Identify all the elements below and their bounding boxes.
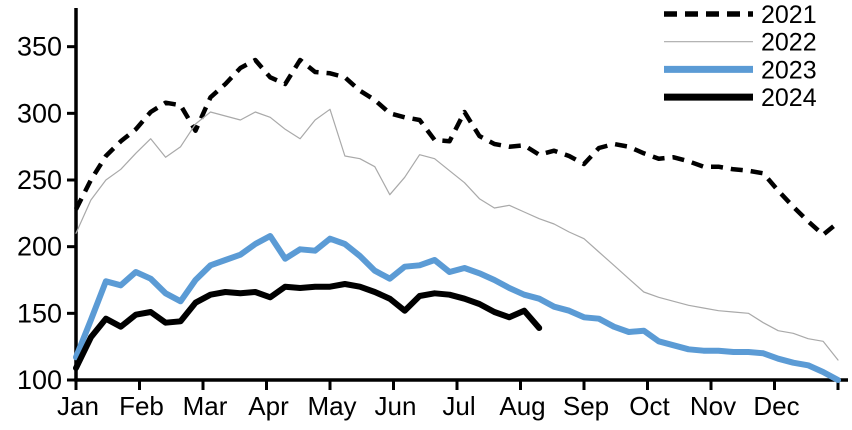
x-axis-month-label: Jan [57,391,99,421]
series-2021-line [73,57,840,237]
series-2023-line [73,233,841,383]
y-axis-tick-label: 300 [17,98,62,128]
x-axis-month-label: Apr [248,391,289,421]
y-axis-tick-label: 200 [17,232,62,262]
x-axis-month-label: Jul [442,391,475,421]
x-axis-month-label: Aug [499,391,545,421]
legend-item: 2024 [664,84,817,112]
x-axis-month-label: Dec [753,391,799,421]
legend-item: 2023 [664,56,817,84]
x-axis-month-label: Mar [183,391,228,421]
series-2022-line [75,108,839,361]
y-axis-tick-label: 100 [17,365,62,395]
y-axis-tick-label: 150 [17,298,62,328]
x-axis-month-label: Jun [375,391,417,421]
x-axis-month-label: Feb [119,391,164,421]
x-axis-month-label: May [307,391,356,421]
legend-2022-label: 2022 [761,29,817,57]
y-axis-tick-label: 350 [17,32,62,62]
x-axis-month-label: Nov [690,391,736,421]
legend-2024-label: 2024 [761,84,817,112]
legend-2021-label: 2021 [761,1,817,29]
legend-2023-label: 2023 [761,56,817,84]
y-axis-tick-label: 250 [17,165,62,195]
x-axis-month-label: Sep [563,391,609,421]
x-axis-month-label: Oct [629,391,670,421]
legend-item: 2021 [664,1,817,29]
legend-item: 2022 [664,29,817,57]
series-2024-line [73,281,543,371]
